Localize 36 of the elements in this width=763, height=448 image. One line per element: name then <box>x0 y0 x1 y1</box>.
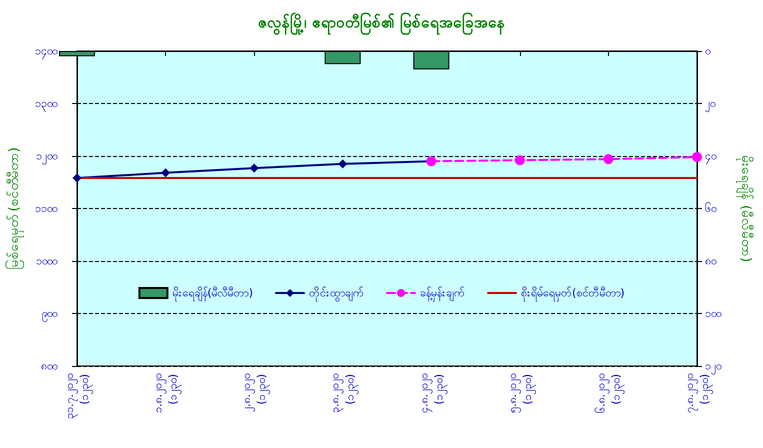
x-tick-label: ၁.၈.၂၀၂၀ (၁၂၃၀) <box>152 374 182 413</box>
legend-label: စိုးရိမ်ရေမှတ်(စင်တီမီတာ) <box>521 286 625 302</box>
y2-tick-label: ၆၀ <box>705 202 716 215</box>
chart-title: ဇလွန်မြို့၊ ဧရာဝတီမြစ်၏ မြစ်ရေအခြေအနေ <box>258 12 506 36</box>
point <box>161 168 170 178</box>
point <box>603 154 614 164</box>
y2-tick-label: ၂၀ <box>705 97 715 112</box>
x-tick-label: ၅.၈.၂၀၂၀ (၁၂၃၀) <box>506 374 536 413</box>
y-tick-label: ၁၀၀၀ <box>36 254 57 268</box>
y-tick-label: ၁၂၀၀ <box>36 150 57 164</box>
y2-tick-label: ၄၀ <box>705 150 716 164</box>
x-tick-label: ၄.၈.၂၀၂၀ (၁၂၃၀) <box>417 374 448 413</box>
y-tick-label: ၁၁၀၀ <box>35 202 57 215</box>
point <box>514 155 525 166</box>
point <box>72 174 82 183</box>
point <box>250 164 259 173</box>
x-tick-label: ၇.၈.၂၀၂၀ (၁၂၃၀) <box>683 374 713 413</box>
y2-tick-label: ၁၂၀ <box>705 360 721 374</box>
y-axis-title: မြစ်ရေမှတ် (စင်တီမီတာ) <box>5 147 24 270</box>
y2-tick-label: ၀ <box>705 44 710 58</box>
y2-axis-title: မိုးရေချိန် (မီလီမီတာ) <box>736 154 754 262</box>
y2-tick-label: ၈၀ <box>705 254 716 268</box>
x-tick-label: ၃၁.၇.၂၀၂၀ (၁၂၃၀) <box>63 374 93 419</box>
point <box>692 152 702 162</box>
legend-label: ခန့်မှန်းချက် <box>420 286 465 302</box>
x-tick-label: ၂.၈.၂၀၂၀ (၁၂၃၀) <box>240 374 270 412</box>
legend-label: မိုးရေချိန်(မီလီမီတာ) <box>172 286 254 302</box>
point <box>338 159 348 168</box>
x-tick-label: ၃.၈.၂၀၂၀ (၁၂၃၀) <box>328 374 359 413</box>
y-tick-label: ၁၃၀၀ <box>35 97 57 112</box>
y-tick-label: ၈၀၀ <box>41 360 57 372</box>
x-tick-label: ၆.၈.၂၀၂၀ (၁၂၃၀) <box>594 374 624 413</box>
y-tick-label: ၁၄၀၀ <box>35 44 57 60</box>
legend-label: တိုင်းထွာချက် <box>309 286 364 302</box>
y-tick-label: ၉၀၀ <box>42 307 57 322</box>
y2-tick-label: ၁၀၀ <box>705 307 721 320</box>
